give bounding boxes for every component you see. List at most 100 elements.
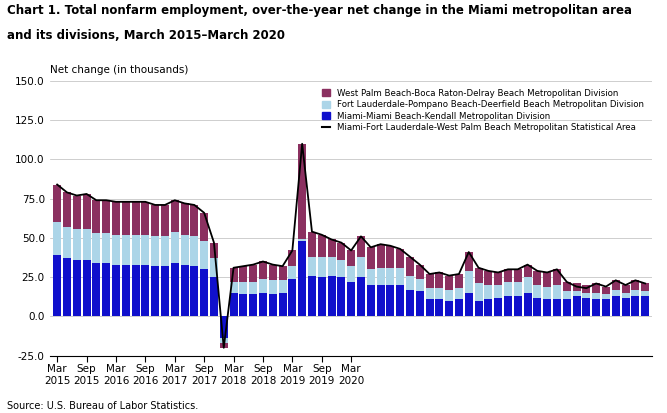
Bar [622,298,630,316]
Bar [445,275,453,290]
Bar [102,263,110,316]
Bar [308,232,316,257]
Bar [83,228,91,260]
Bar [181,265,189,316]
Bar [514,296,522,316]
Bar [386,268,394,285]
Bar [112,202,120,235]
Bar [269,265,277,280]
Bar [592,283,600,293]
Bar [338,242,346,260]
Bar [249,282,257,294]
Bar [582,293,590,298]
Bar [592,299,600,316]
Bar [396,268,404,285]
Bar [524,277,532,293]
Bar [259,293,267,316]
Bar [524,265,532,277]
Bar [161,266,169,316]
Bar [504,269,512,282]
Bar [563,299,571,316]
Bar [494,298,502,316]
Text: Chart 1. Total nonfarm employment, over-the-year net change in the Miami metropo: Chart 1. Total nonfarm employment, over-… [7,4,632,17]
Bar [534,298,542,316]
Bar [494,285,502,298]
Legend: West Palm Beach-Boca Raton-Delray Beach Metropolitan Division, Fort Lauderdale-P: West Palm Beach-Boca Raton-Delray Beach … [318,85,648,136]
Bar [406,290,414,316]
Bar [249,294,257,316]
Bar [455,288,463,299]
Bar [445,290,453,301]
Bar [426,299,434,316]
Bar [612,290,620,296]
Bar [327,275,336,316]
Bar [131,202,139,235]
Bar [641,283,649,291]
Bar [161,236,169,266]
Bar [641,296,649,316]
Bar [210,277,218,316]
Bar [347,282,355,316]
Bar [210,259,218,277]
Bar [406,275,414,290]
Bar [436,299,444,316]
Bar [239,294,247,316]
Bar [239,266,247,282]
Bar [484,285,492,299]
Bar [436,288,444,299]
Bar [308,257,316,275]
Bar [572,291,580,296]
Bar [298,240,306,241]
Bar [63,227,71,259]
Bar [190,266,198,316]
Bar [504,282,512,296]
Bar [357,236,365,257]
Bar [219,338,227,343]
Bar [171,232,179,263]
Bar [53,185,61,222]
Bar [229,282,237,293]
Bar [327,240,336,257]
Bar [181,235,189,265]
Bar [288,279,296,316]
Bar [465,293,473,316]
Bar [455,274,463,288]
Bar [474,268,482,283]
Bar [63,192,71,227]
Bar [347,266,355,282]
Bar [543,299,551,316]
Bar [141,235,149,265]
Bar [357,277,365,316]
Bar [474,301,482,316]
Bar [622,285,630,293]
Bar [219,316,227,338]
Bar [563,291,571,299]
Bar [219,343,227,348]
Bar [259,261,267,279]
Bar [210,242,218,259]
Bar [151,236,159,266]
Bar [504,296,512,316]
Bar [396,249,404,268]
Bar [131,265,139,316]
Bar [582,285,590,293]
Bar [122,202,130,235]
Bar [229,293,237,316]
Bar [543,287,551,299]
Bar [298,241,306,316]
Bar [465,271,473,293]
Bar [92,233,100,263]
Bar [632,280,640,290]
Bar [524,293,532,316]
Bar [200,269,208,316]
Bar [141,265,149,316]
Bar [367,285,375,316]
Bar [102,233,110,263]
Bar [445,301,453,316]
Bar [317,235,325,257]
Bar [269,280,277,294]
Bar [288,266,296,279]
Bar [53,255,61,316]
Bar [298,144,306,240]
Bar [73,228,81,260]
